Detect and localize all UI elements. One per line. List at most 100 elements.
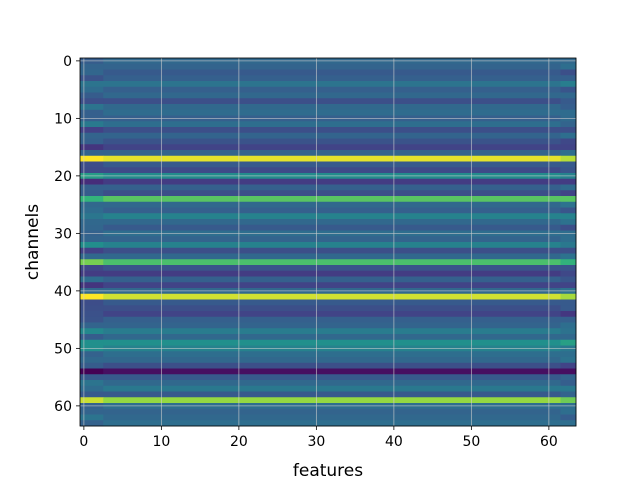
heatmap-row-48-right: [560, 334, 577, 341]
heatmap-row-27-right: [560, 213, 577, 220]
x-tick-label: 50: [462, 434, 480, 450]
heatmap-row-21: [103, 178, 561, 185]
heatmap-row-4-right: [560, 81, 577, 88]
heatmap-row-6-right: [560, 92, 577, 99]
heatmap-row-24-right: [560, 196, 577, 203]
heatmap-row-31-left: [80, 236, 104, 243]
heatmap-row-34: [103, 253, 561, 260]
heatmap-row-24: [103, 196, 561, 203]
heatmap-row-22-left: [80, 184, 104, 191]
heatmap-row-55: [103, 374, 561, 381]
heatmap-row-2-left: [80, 69, 104, 76]
heatmap-row-45: [103, 316, 561, 323]
heatmap-row-27-left: [80, 213, 104, 220]
heatmap-row-63-right: [560, 420, 577, 427]
heatmap-row-37: [103, 270, 561, 277]
heatmap-row-7-right: [560, 98, 577, 105]
heatmap-row-32: [103, 242, 561, 249]
heatmap-row-35-left: [80, 259, 104, 266]
heatmap-row-45-right: [560, 316, 577, 323]
heatmap-row-48: [103, 334, 561, 341]
heatmap-row-61-right: [560, 408, 577, 415]
heatmap-row-51: [103, 351, 561, 358]
heatmap-row-47-left: [80, 328, 104, 335]
heatmap-row-36: [103, 265, 561, 272]
heatmap-row-34-left: [80, 253, 104, 260]
heatmap-row-19: [103, 167, 561, 174]
heatmap-row-49-left: [80, 339, 104, 346]
heatmap-row-42-right: [560, 299, 577, 306]
heatmap-row-18-left: [80, 161, 104, 168]
plot-frame: [79, 57, 577, 427]
heatmap-row-58: [103, 391, 561, 398]
heatmap-row-51-left: [80, 351, 104, 358]
heatmap-row-36-left: [80, 265, 104, 272]
heatmap-row-62-left: [80, 414, 104, 421]
heatmap-row-9-right: [560, 109, 577, 116]
heatmap-row-23-right: [560, 190, 577, 197]
heatmap-row-63: [103, 420, 561, 427]
heatmap-row-59: [103, 397, 561, 404]
x-tick-label: 20: [230, 434, 248, 450]
heatmap-row-56: [103, 380, 561, 387]
heatmap-row-62-right: [560, 414, 577, 421]
heatmap-row-49-right: [560, 339, 577, 346]
heatmap-row-21-right: [560, 178, 577, 185]
heatmap-cells: [80, 58, 577, 427]
heatmap-row-35-right: [560, 259, 577, 266]
heatmap-row-61: [103, 408, 561, 415]
heatmap-row-43: [103, 305, 561, 312]
heatmap-row-28-right: [560, 219, 577, 226]
heatmap-row-58-right: [560, 391, 577, 398]
heatmap-row-53-left: [80, 362, 104, 369]
heatmap-row-56-left: [80, 380, 104, 387]
heatmap-row-53-right: [560, 362, 577, 369]
heatmap-row-43-left: [80, 305, 104, 312]
heatmap-row-2: [103, 69, 561, 76]
heatmap-row-28: [103, 219, 561, 226]
heatmap-row-3-left: [80, 75, 104, 82]
heatmap-row-9: [103, 109, 561, 116]
heatmap-row-17: [103, 155, 561, 162]
heatmap-row-1: [103, 63, 561, 70]
heatmap-row-19-left: [80, 167, 104, 174]
heatmap-row-13-left: [80, 132, 104, 139]
y-axis-ticks: 0 10 20 30 40 50 60: [54, 54, 80, 415]
heatmap-row-13-right: [560, 132, 577, 139]
heatmap-row-1-right: [560, 63, 577, 70]
heatmap-row-9-left: [80, 109, 104, 116]
heatmap-row-55-right: [560, 374, 577, 381]
x-tick-label: 10: [152, 434, 170, 450]
heatmap-row-44: [103, 311, 561, 318]
heatmap-row-59-right: [560, 397, 577, 404]
y-tick-label: 0: [63, 54, 72, 70]
heatmap-row-8: [103, 104, 561, 111]
heatmap-row-41: [103, 293, 561, 300]
heatmap-row-29-right: [560, 224, 577, 231]
heatmap-row-5-left: [80, 86, 104, 93]
heatmap-row-43-right: [560, 305, 577, 312]
heatmap-row-26-left: [80, 207, 104, 214]
heatmap-row-26-right: [560, 207, 577, 214]
heatmap-row-42: [103, 299, 561, 306]
heatmap-row-33: [103, 247, 561, 254]
heatmap-row-54-right: [560, 368, 577, 375]
heatmap-row-46-right: [560, 322, 577, 329]
heatmap-row-55-left: [80, 374, 104, 381]
heatmap-row-39-left: [80, 282, 104, 289]
heatmap-row-42-left: [80, 299, 104, 306]
heatmap-row-7: [103, 98, 561, 105]
heatmap-row-44-left: [80, 311, 104, 318]
heatmap-row-22: [103, 184, 561, 191]
heatmap-row-19-right: [560, 167, 577, 174]
heatmap-row-31-right: [560, 236, 577, 243]
x-tick-label: 60: [540, 434, 558, 450]
x-tick-label: 40: [385, 434, 403, 450]
heatmap-row-38-right: [560, 276, 577, 283]
heatmap-row-56-right: [560, 380, 577, 387]
heatmap-row-25-left: [80, 201, 104, 208]
y-tick-label: 10: [54, 111, 72, 127]
heatmap-row-25: [103, 201, 561, 208]
heatmap-row-12: [103, 127, 561, 134]
